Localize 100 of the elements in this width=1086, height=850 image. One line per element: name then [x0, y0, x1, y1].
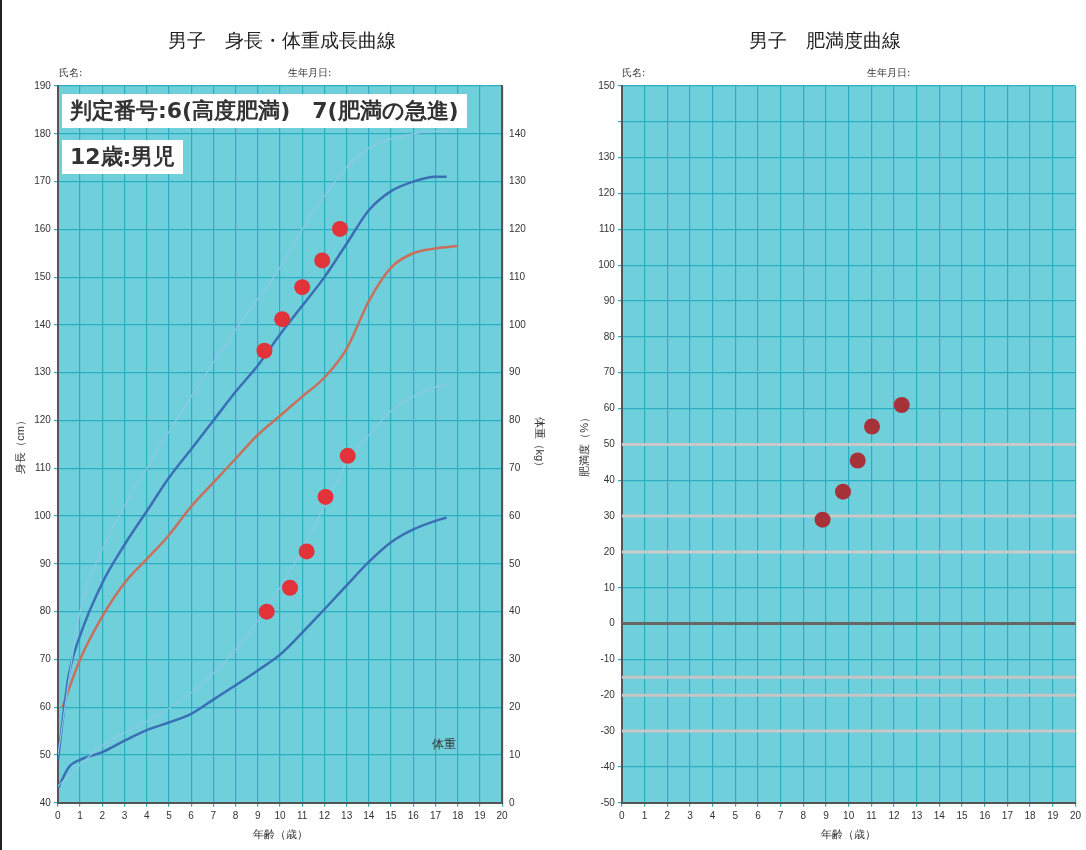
y-tick-label: 0	[609, 617, 616, 629]
y2-tick-label: 110	[509, 270, 526, 282]
point	[893, 396, 910, 413]
x-tick-label: 14	[933, 809, 946, 821]
x-tick-label: 5	[166, 809, 173, 821]
x-tick-label: 8	[232, 809, 239, 821]
x-tick-label: 18	[452, 809, 464, 821]
line-series	[61, 244, 459, 709]
y-tick-label: -40	[600, 760, 616, 772]
x-tick-label: 8	[800, 809, 807, 821]
chart-title: 男子 肥満度曲線	[748, 28, 902, 53]
y2-axis-title: 体重（kg）	[534, 416, 547, 473]
x-tick-label: 19	[474, 809, 486, 821]
y-tick-label: 140	[34, 318, 52, 330]
x-tick-label: 16	[407, 809, 420, 821]
y-tick-label: 100	[598, 258, 616, 270]
y-tick-label: 80	[39, 605, 52, 617]
x-tick-label: 5	[732, 809, 739, 821]
x-axis-title: 年齢（歳）	[252, 828, 308, 841]
x-tick-label: 11	[297, 809, 308, 821]
y-tick-label: 120	[598, 187, 616, 199]
point	[314, 252, 331, 269]
y-tick-label: 70	[39, 653, 52, 665]
x-tick-label: 7	[210, 809, 217, 821]
y-tick-label: 150	[34, 270, 52, 282]
y-tick-label: 60	[39, 700, 52, 712]
x-tick-label: 12	[888, 809, 901, 821]
x-tick-label: 17	[1001, 809, 1014, 821]
y2-tick-label: 90	[509, 366, 521, 378]
point	[864, 418, 881, 435]
x-tick-label: 3	[687, 809, 694, 821]
x-tick-label: 6	[188, 809, 195, 821]
x-tick-label: 9	[823, 809, 830, 821]
x-tick-label: 7	[777, 809, 784, 821]
y-tick-label: -50	[600, 796, 616, 808]
x-tick-label: 13	[911, 809, 923, 821]
x-tick-label: 0	[55, 809, 62, 821]
x-tick-label: 10	[274, 809, 286, 821]
y-tick-label: 190	[34, 79, 52, 91]
point	[849, 452, 866, 469]
y-tick-label: 110	[598, 223, 616, 235]
x-tick-label: 15	[385, 809, 398, 821]
x-tick-label: 3	[121, 809, 128, 821]
y-tick-label: 10	[603, 581, 616, 593]
y-axis-title: 身長（cm）	[13, 415, 26, 474]
y2-tick-label: 140	[509, 127, 527, 139]
y-tick-label: 60	[603, 402, 616, 414]
y-tick-label: 100	[34, 509, 52, 521]
x-tick-label: 6	[755, 809, 762, 821]
x-tick-label: 20	[1069, 809, 1082, 821]
text: 氏名:	[59, 66, 83, 80]
y-axis-title: 肥満度（%）	[577, 412, 590, 477]
y-tick-label: 90	[603, 294, 616, 306]
y-tick-label: 40	[603, 473, 616, 485]
y-tick-label: 90	[39, 557, 52, 569]
x-tick-label: 19	[1047, 809, 1059, 821]
chart-title: 男子 身長・体重成長曲線	[167, 28, 397, 53]
x-tick-label: 16	[979, 809, 991, 821]
x-tick-label: 4	[709, 809, 716, 821]
y-tick-label: 130	[34, 366, 52, 378]
x-tick-label: 13	[341, 809, 353, 821]
y-tick-label: 170	[34, 175, 52, 187]
y2-tick-label: 40	[509, 605, 521, 617]
annotation: 判定番号:6(高度肥満) 7(肥満の急進)	[62, 94, 467, 128]
y-tick-label: 150	[598, 79, 616, 91]
x-tick-label: 2	[664, 809, 671, 821]
y-tick-label: 40	[39, 796, 52, 808]
x-tick-label: 4	[143, 809, 150, 821]
y-tick-label: 180	[34, 127, 52, 139]
y2-tick-label: 70	[509, 462, 521, 474]
x-axis-title: 年齢（歳）	[821, 828, 877, 841]
y-tick-label: 50	[603, 438, 616, 450]
x-tick-label: 14	[363, 809, 375, 821]
y-tick-label: 130	[598, 151, 616, 163]
point	[256, 342, 273, 359]
x-tick-label: 11	[866, 809, 877, 821]
x-tick-label: 12	[318, 809, 331, 821]
x-tick-label: 17	[429, 809, 442, 821]
y-tick-label: 80	[603, 330, 616, 342]
annotation: 体重	[432, 736, 456, 753]
x-tick-label: 18	[1024, 809, 1037, 821]
point	[274, 311, 291, 328]
point	[834, 483, 851, 500]
y-tick-label: 30	[603, 509, 616, 521]
y-tick-label: 50	[39, 748, 52, 760]
y2-tick-label: 10	[509, 748, 521, 760]
y-tick-label: -30	[600, 724, 616, 736]
y2-tick-label: 120	[509, 223, 527, 235]
x-tick-label: 0	[619, 809, 626, 821]
x-tick-label: 1	[641, 809, 648, 821]
y-tick-label: 20	[603, 545, 616, 557]
y2-tick-label: 100	[509, 318, 527, 330]
point	[317, 488, 334, 505]
text: 生年月日:	[867, 66, 911, 80]
text: 氏名:	[622, 66, 646, 80]
y2-tick-label: 30	[509, 653, 521, 665]
y2-tick-label: 60	[509, 509, 521, 521]
point	[282, 579, 298, 596]
x-tick-label: 9	[255, 809, 262, 821]
point	[294, 279, 311, 296]
